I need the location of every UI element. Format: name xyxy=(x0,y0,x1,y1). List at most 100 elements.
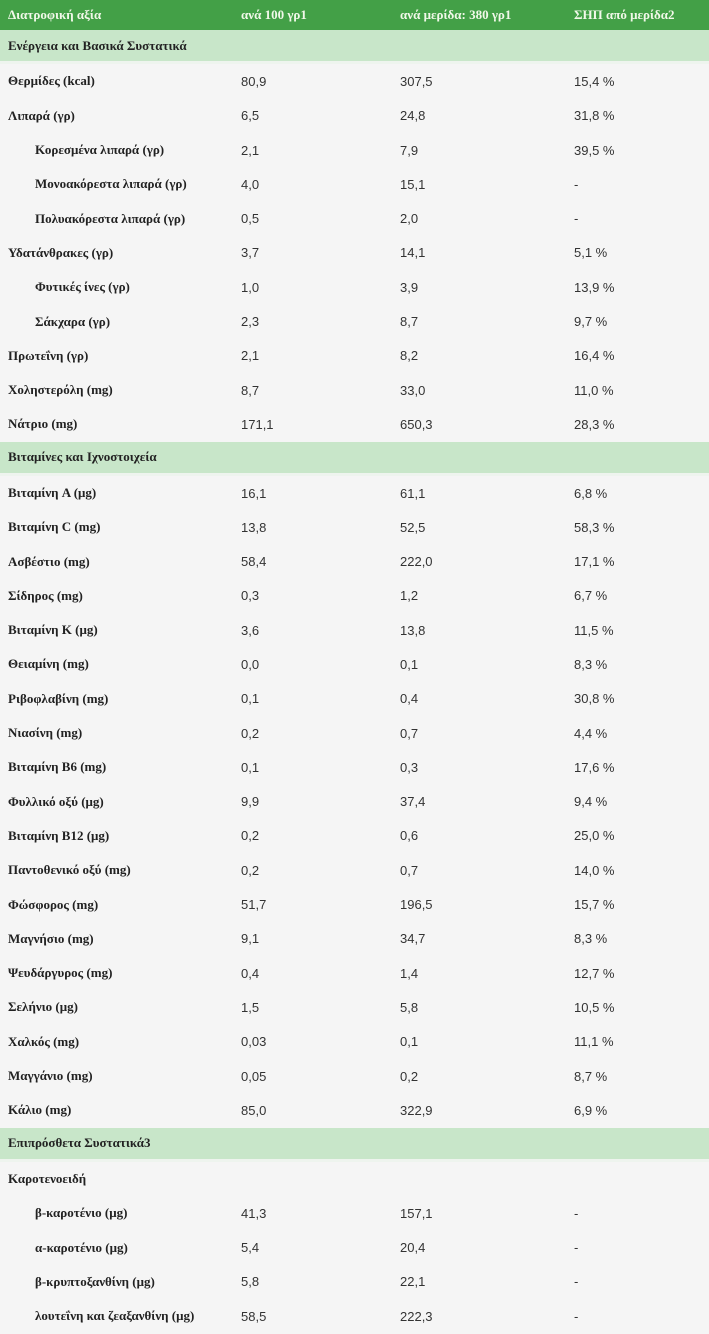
daily-value-percent: 58,3 % xyxy=(574,519,615,535)
table-row: Φυλλικό οξύ (μg) 9,9 37,4 9,4 % xyxy=(0,785,709,819)
value-per-100g: 58,5 xyxy=(241,1308,267,1324)
nutrient-name: Βιταμίνη B12 (μg) xyxy=(8,827,110,843)
value-per-serving: 157,1 xyxy=(400,1205,433,1221)
table-row: α-καροτένιο (μg) 5,4 20,4 - xyxy=(0,1230,709,1264)
daily-value-percent: 17,1 % xyxy=(574,554,615,570)
daily-value-percent: 8,3 % xyxy=(574,656,608,672)
daily-value-percent: - xyxy=(574,1240,579,1256)
value-per-serving: 34,7 xyxy=(400,931,426,947)
value-per-serving: 33,0 xyxy=(400,382,426,398)
nutrient-name: Ψευδάργυρος (mg) xyxy=(8,965,113,981)
nutrient-name: Πρωτεΐνη (γρ) xyxy=(8,347,89,363)
section-title: Επιπρόσθετα Συστατικά3 xyxy=(8,1135,151,1151)
table-row: Βιταμίνη B6 (mg) 0,1 0,3 17,6 % xyxy=(0,750,709,784)
value-per-serving: 15,1 xyxy=(400,176,426,192)
table-row: Σάκχαρα (γρ) 2,3 8,7 9,7 % xyxy=(0,304,709,338)
value-per-100g: 58,4 xyxy=(241,554,267,570)
daily-value-percent: 8,3 % xyxy=(574,931,608,947)
nutrient-name: Ασβέστιο (mg) xyxy=(8,553,90,569)
table-row: Σελήνιο (μg) 1,5 5,8 10,5 % xyxy=(0,990,709,1024)
value-per-serving: 222,3 xyxy=(400,1308,433,1324)
value-per-100g: 0,1 xyxy=(241,759,260,775)
table-row: Θερμίδες (kcal) 80,9 307,5 15,4 % xyxy=(0,64,709,98)
table-row: Νιασίνη (mg) 0,2 0,7 4,4 % xyxy=(0,716,709,750)
table-row: Χαλκός (mg) 0,03 0,1 11,1 % xyxy=(0,1025,709,1059)
daily-value-percent: 13,9 % xyxy=(574,279,615,295)
nutrient-name: Νιασίνη (mg) xyxy=(8,725,83,741)
table-row: Υδατάνθρακες (γρ) 3,7 14,1 5,1 % xyxy=(0,236,709,270)
value-per-100g: 16,1 xyxy=(241,485,267,501)
value-per-serving: 22,1 xyxy=(400,1274,426,1290)
value-per-100g: 0,2 xyxy=(241,828,260,844)
value-per-serving: 0,1 xyxy=(400,1034,419,1050)
value-per-serving: 196,5 xyxy=(400,897,433,913)
section-header: Βιταμίνες και Ιχνοστοιχεία xyxy=(0,441,709,476)
daily-value-percent: 25,0 % xyxy=(574,828,615,844)
table-row: β-καροτένιο (μg) 41,3 157,1 - xyxy=(0,1196,709,1230)
daily-value-percent: 31,8 % xyxy=(574,108,615,124)
value-per-serving: 3,9 xyxy=(400,279,419,295)
value-per-serving: 307,5 xyxy=(400,73,433,89)
value-per-100g: 5,4 xyxy=(241,1240,260,1256)
value-per-100g: 0,4 xyxy=(241,965,260,981)
header-per-100g: ανά 100 γρ1 xyxy=(241,7,307,22)
value-per-100g: 2,1 xyxy=(241,142,260,158)
nutrient-name: Μαγγάνιο (mg) xyxy=(8,1068,93,1084)
daily-value-percent: 14,0 % xyxy=(574,862,615,878)
daily-value-percent: 9,7 % xyxy=(574,314,608,330)
nutrient-name: Θειαμίνη (mg) xyxy=(8,656,89,672)
value-per-serving: 7,9 xyxy=(400,142,419,158)
value-per-100g: 51,7 xyxy=(241,897,267,913)
value-per-100g: 4,0 xyxy=(241,176,260,192)
value-per-100g: 3,7 xyxy=(241,245,260,261)
value-per-100g: 80,9 xyxy=(241,73,267,89)
section-title: Βιταμίνες και Ιχνοστοιχεία xyxy=(8,449,157,465)
table-row: Φώσφορος (mg) 51,7 196,5 15,7 % xyxy=(0,887,709,921)
daily-value-percent: - xyxy=(574,1308,579,1324)
value-per-serving: 8,7 xyxy=(400,314,419,330)
nutrient-name: Ριβοφλαβίνη (mg) xyxy=(8,690,109,706)
value-per-serving: 37,4 xyxy=(400,794,426,810)
nutrient-name: Μονοακόρεστα λιπαρά (γρ) xyxy=(35,176,187,192)
value-per-100g: 41,3 xyxy=(241,1205,267,1221)
daily-value-percent: 15,7 % xyxy=(574,897,615,913)
value-per-100g: 85,0 xyxy=(241,1102,267,1118)
table-row: Πρωτεΐνη (γρ) 2,1 8,2 16,4 % xyxy=(0,339,709,373)
header-daily-value: ΣΗΠ από μερίδα2 xyxy=(574,7,675,22)
table-row: Καροτενοειδή xyxy=(0,1162,709,1196)
value-per-serving: 0,4 xyxy=(400,691,419,707)
value-per-100g: 0,1 xyxy=(241,691,260,707)
table-row: Παντοθενικό οξύ (mg) 0,2 0,7 14,0 % xyxy=(0,853,709,887)
daily-value-percent: 28,3 % xyxy=(574,416,615,432)
daily-value-percent: 11,1 % xyxy=(574,1034,614,1050)
value-per-100g: 0,2 xyxy=(241,862,260,878)
value-per-100g: 0,2 xyxy=(241,725,260,741)
nutrient-name: Σίδηρος (mg) xyxy=(8,587,83,603)
value-per-serving: 650,3 xyxy=(400,416,433,432)
table-row: Κορεσμένα λιπαρά (γρ) 2,1 7,9 39,5 % xyxy=(0,133,709,167)
value-per-serving: 20,4 xyxy=(400,1240,426,1256)
table-row: Μονοακόρεστα λιπαρά (γρ) 4,0 15,1 - xyxy=(0,167,709,201)
value-per-100g: 5,8 xyxy=(241,1274,260,1290)
table-body: Ενέργεια και Βασικά Συστατικά Θερμίδες (k… xyxy=(0,30,709,1333)
nutrient-name: Βιταμίνη B6 (mg) xyxy=(8,759,107,775)
table-row: Φυτικές ίνες (γρ) 1,0 3,9 13,9 % xyxy=(0,270,709,304)
header-per-serving: ανά μερίδα: 380 γρ1 xyxy=(400,7,512,22)
value-per-100g: 9,9 xyxy=(241,794,260,810)
nutrient-name: Κάλιο (mg) xyxy=(8,1102,72,1118)
table-row: Νάτριο (mg) 171,1 650,3 28,3 % xyxy=(0,407,709,441)
table-row: Λιπαρά (γρ) 6,5 24,8 31,8 % xyxy=(0,99,709,133)
table-row: Σίδηρος (mg) 0,3 1,2 6,7 % xyxy=(0,579,709,613)
value-per-serving: 0,7 xyxy=(400,862,419,878)
nutrient-name: Βιταμίνη A (μg) xyxy=(8,485,97,500)
nutrient-name: Σελήνιο (μg) xyxy=(8,999,78,1015)
table-row: Μαγνήσιο (mg) 9,1 34,7 8,3 % xyxy=(0,922,709,956)
nutrient-name: Υδατάνθρακες (γρ) xyxy=(8,244,114,260)
value-per-serving: 2,0 xyxy=(400,211,419,227)
value-per-100g: 1,0 xyxy=(241,279,260,295)
table-row: Βιταμίνη B12 (μg) 0,2 0,6 25,0 % xyxy=(0,819,709,853)
value-per-100g: 0,03 xyxy=(241,1034,267,1050)
value-per-serving: 13,8 xyxy=(400,622,426,638)
daily-value-percent: 11,0 % xyxy=(574,382,614,398)
